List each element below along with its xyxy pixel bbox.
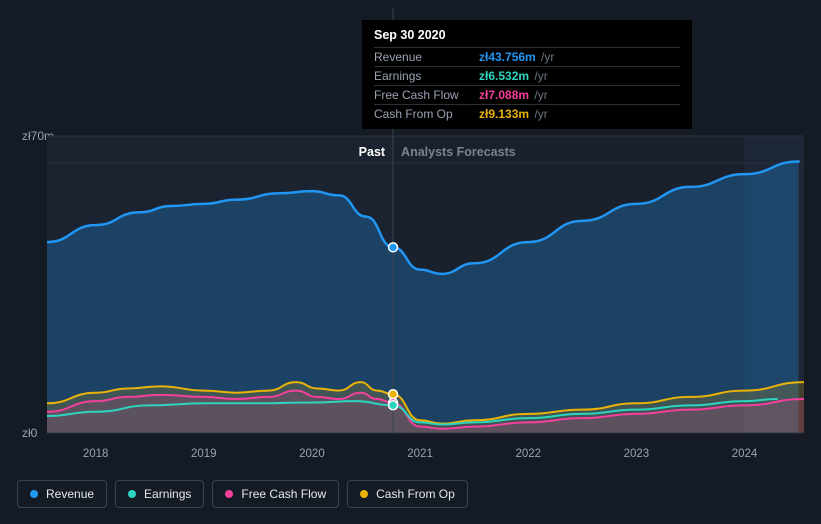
legend-item-revenue[interactable]: Revenue [17, 480, 107, 508]
tooltip-row-label: Earnings [374, 69, 469, 83]
x-tick: 2021 [407, 448, 433, 460]
legend-item-label: Free Cash Flow [241, 487, 326, 501]
tooltip-row: Cash From Op zł9.133m /yr [374, 104, 680, 123]
legend-item-earnings[interactable]: Earnings [115, 480, 204, 508]
legend-dot-icon [225, 490, 233, 498]
legend-item-label: Revenue [46, 487, 94, 501]
legend-item-fcf[interactable]: Free Cash Flow [212, 480, 339, 508]
legend-item-label: Earnings [144, 487, 191, 501]
label-forecast: Analysts Forecasts [401, 145, 516, 159]
y-axis-label-zero: zł0 [22, 426, 37, 440]
tooltip-row: Revenue zł43.756m /yr [374, 47, 680, 66]
x-tick: 2023 [624, 448, 650, 460]
legend: Revenue Earnings Free Cash Flow Cash From O… [17, 480, 468, 508]
tooltip-row-unit: /yr [531, 88, 548, 102]
tooltip-row-value: zł7.088m [479, 88, 529, 102]
tooltip-row: Earnings zł6.532m /yr [374, 66, 680, 85]
tooltip-row-unit: /yr [531, 69, 548, 83]
x-tick: 2020 [299, 448, 325, 460]
tooltip-row-label: Revenue [374, 50, 469, 64]
tooltip-row-value: zł6.532m [479, 69, 529, 83]
tooltip: Sep 30 2020 Revenuezł43.756m /yrEarnings… [362, 20, 692, 129]
label-past: Past [359, 145, 385, 159]
tooltip-row-label: Free Cash Flow [374, 88, 469, 102]
tooltip-row-unit: /yr [538, 50, 555, 64]
tooltip-row: Free Cash Flow zł7.088m /yr [374, 85, 680, 104]
legend-item-cfo[interactable]: Cash From Op [347, 480, 468, 508]
tooltip-row-value: zł43.756m [479, 50, 536, 64]
legend-dot-icon [30, 490, 38, 498]
legend-dot-icon [128, 490, 136, 498]
x-tick: 2024 [732, 448, 758, 460]
tooltip-row-unit: /yr [531, 107, 548, 121]
tooltip-row-label: Cash From Op [374, 107, 469, 121]
x-tick: 2019 [191, 448, 217, 460]
tooltip-date: Sep 30 2020 [374, 28, 680, 47]
tooltip-row-value: zł9.133m [479, 107, 529, 121]
legend-dot-icon [360, 490, 368, 498]
x-tick: 2018 [83, 448, 109, 460]
x-tick: 2022 [515, 448, 541, 460]
x-axis: 2018 2019 2020 2021 2022 2023 2024 [47, 448, 804, 464]
legend-item-label: Cash From Op [376, 487, 455, 501]
